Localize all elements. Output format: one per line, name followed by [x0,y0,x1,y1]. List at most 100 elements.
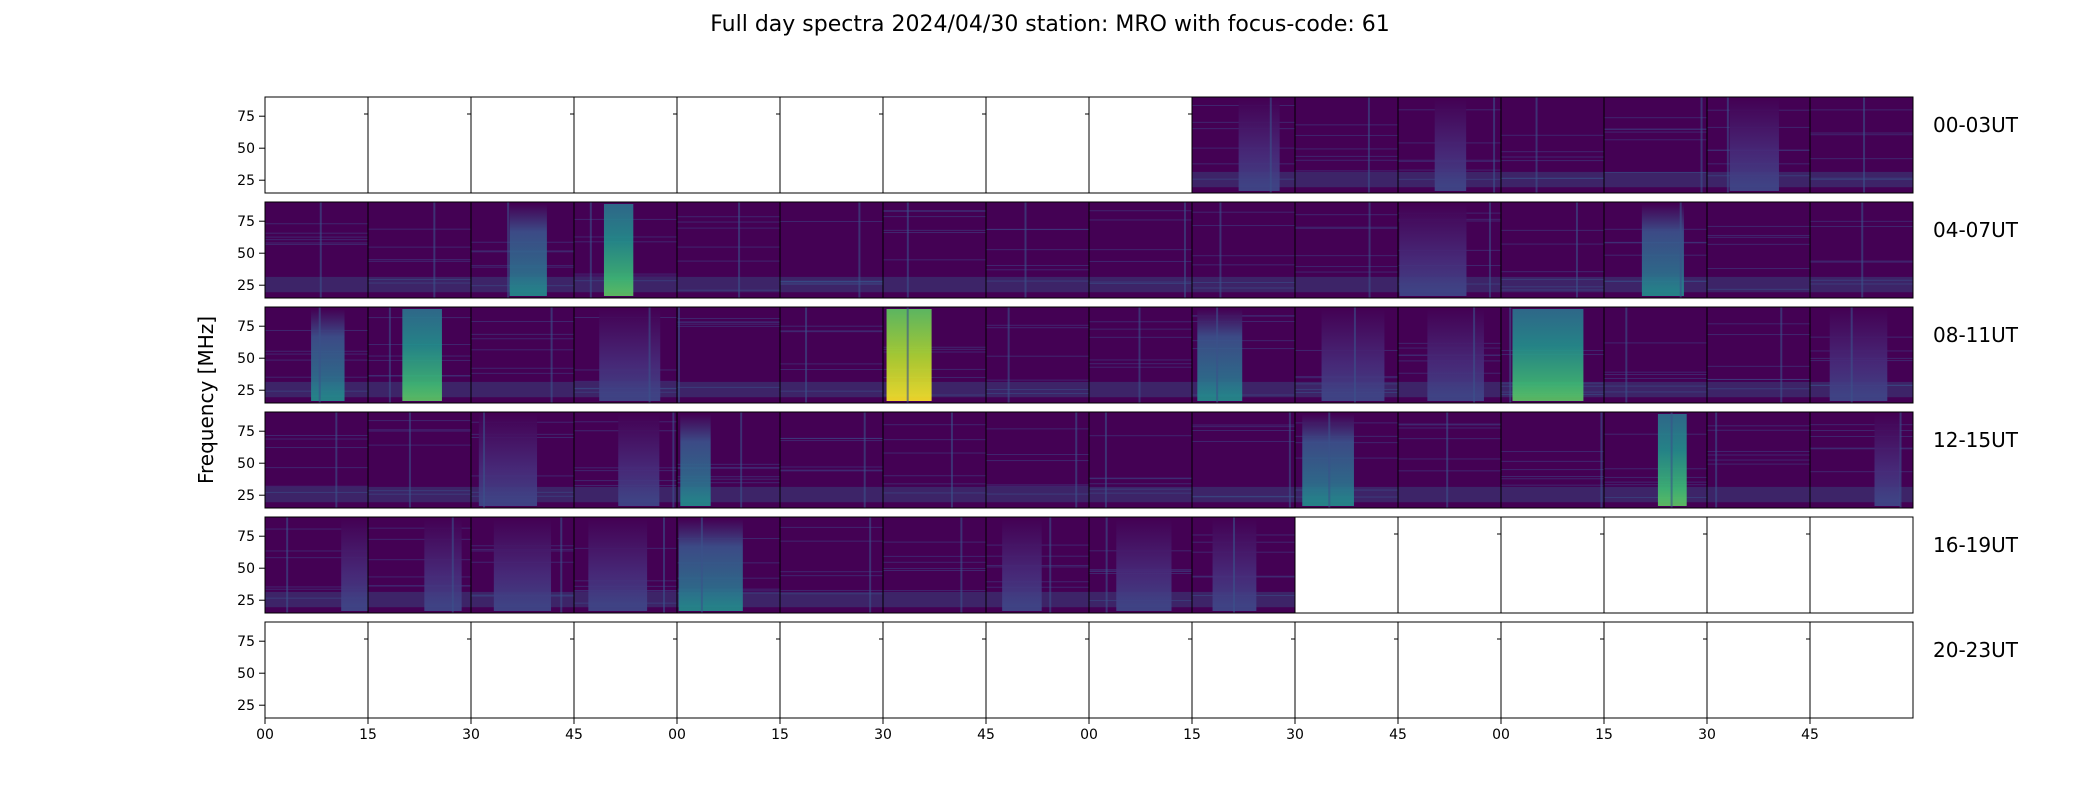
panel-frame [1191,621,1296,719]
spectrum-band [986,484,1089,486]
spectrum-band [1604,131,1707,133]
spectrum-band [1604,481,1707,483]
spectrum-band [1192,426,1295,428]
spectrum-band [883,229,986,231]
panel-frame [1706,516,1811,614]
spectrum-band [780,575,883,577]
spectrum-band [883,376,986,378]
spectrum-band [1089,478,1192,480]
y-tick-label: 50 [237,246,255,262]
spectrum-streak [1535,97,1538,193]
y-tick-label: 75 [237,634,255,650]
spectrum-band [1501,271,1604,273]
spectrum-band [986,389,1089,391]
spectrum-band [1192,315,1295,317]
radio-burst [1874,414,1901,506]
spectrum-band [265,239,368,241]
spectrum-band [265,232,368,234]
spectrum-band [677,325,780,327]
spectra-row: 75 50 25 00-03UT [237,96,2019,194]
panel-frame [1809,201,1914,299]
spectrum-lowband [1295,171,1398,188]
y-tick-label: 25 [237,278,255,294]
spectrum-panel [471,307,574,403]
spectrum-panel [1810,97,1913,193]
spectrum-band [1192,255,1295,257]
spectrum-band [780,368,883,370]
radio-burst [1641,204,1684,296]
spectrum-band [368,279,471,281]
spectra-row: 75 50 25 12-15UT [237,411,2019,509]
spectrum-band [1089,249,1192,251]
x-tick-label: 00 [668,727,686,743]
spectrum-band [265,597,368,599]
spectrum-panel [368,202,471,298]
spectrum-band [986,265,1089,267]
x-tick-label: 00 [1080,727,1098,743]
spectrum-band [986,428,1089,430]
spectrum-panel [368,412,471,508]
row-label: 08-11UT [1933,323,2019,347]
spectrum-band [1501,478,1604,480]
spectrum-band [368,559,471,561]
spectra-row: 75 50 25 04-07UT [237,201,2019,299]
spectrum-lowband [677,381,780,398]
spectrum-band [1501,451,1604,453]
spectrum-streak [1780,307,1783,403]
spectrum-band [883,346,986,348]
spectrum-lowband [780,591,883,608]
radio-burst [1434,99,1467,191]
spectrum-band [471,338,574,340]
spectrum-band [265,467,368,469]
radio-burst [478,414,538,506]
spectrum-band [1192,348,1295,350]
spectrum-band [265,242,368,244]
spectrum-band [780,526,883,528]
spectrum-streak [700,517,703,613]
spectrum-band [1604,391,1707,393]
panel-frame [779,621,884,719]
spectrum-panel [780,307,883,403]
spectrum-band [986,249,1089,251]
spectrum-lowband [1192,276,1295,293]
spectrum-band [1604,377,1707,379]
panel-frame [882,621,987,719]
y-tick-label: 75 [237,214,255,230]
spectrum-band [780,440,883,442]
spectrum-band [1089,492,1192,494]
spectrum-panel [677,202,780,298]
x-tick-label: 30 [874,727,892,743]
spectrum-streak [1219,202,1222,298]
spectrum-band [265,435,368,437]
spectrum-band [780,221,883,223]
spectrum-band [368,538,471,540]
spectrum-band [1810,471,1913,473]
spectrum-band [677,260,780,262]
spectrum-streak [1105,517,1108,613]
spectrum-streak [960,517,963,613]
spectrum-band [265,588,368,590]
spectrum-streak [1509,307,1512,403]
spectrum-band [986,280,1089,282]
y-tick-label: 25 [237,383,255,399]
spectrum-lowband [1295,276,1398,293]
spectrum-band [1295,255,1398,257]
row-label: 04-07UT [1933,218,2019,242]
panel-frame [1397,621,1502,719]
row-label: 20-23UT [1933,638,2019,662]
y-tick-label: 75 [237,109,255,125]
spectrum-band [1295,214,1398,216]
radio-burst [886,309,932,401]
spectrum-lowband [368,276,471,293]
spectrum-streak [950,412,953,508]
spectrum-band [780,470,883,472]
spectrum-band [883,232,986,234]
spectrum-band [677,221,780,223]
spectrum-panel [1295,202,1398,298]
spectrum-band [1604,139,1707,141]
radio-burst [1197,309,1243,401]
spectrum-streak [869,517,872,613]
panel-frame [470,96,575,194]
spectrum-lowband [883,486,986,503]
spectrum-band [368,585,471,587]
